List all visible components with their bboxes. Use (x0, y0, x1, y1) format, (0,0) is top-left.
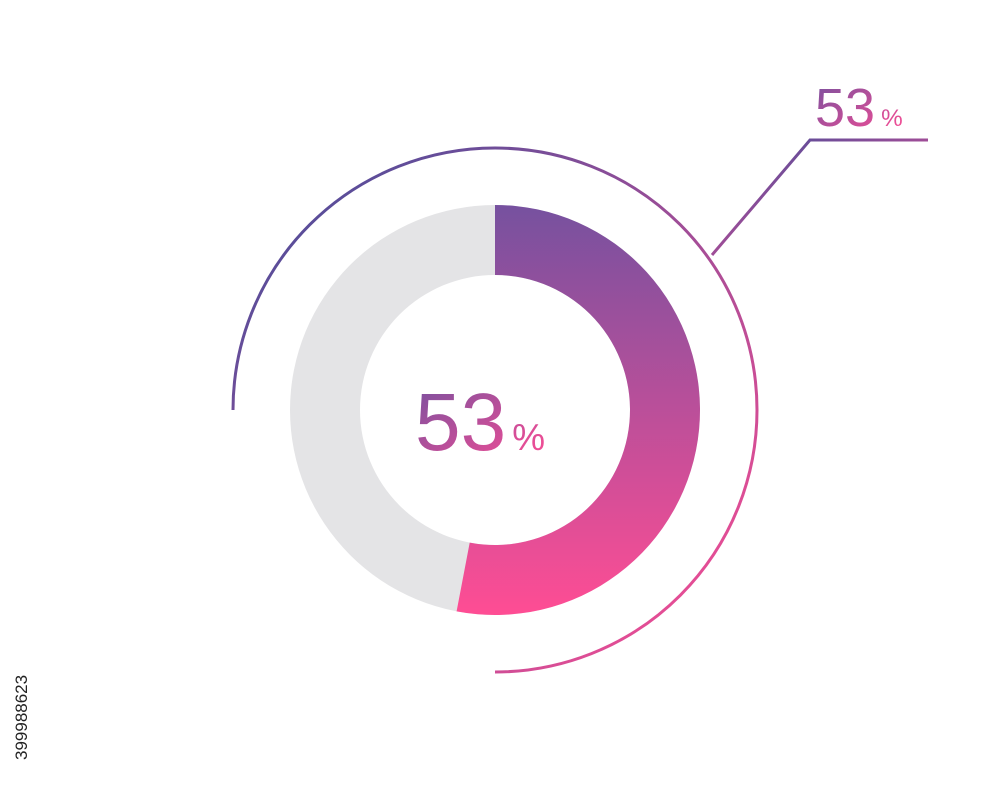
center-label: 53% (415, 377, 545, 468)
callout-line (710, 138, 928, 256)
callout-label: 53% (815, 78, 903, 138)
donut-segment (456, 205, 700, 615)
unit-label: % (512, 417, 545, 458)
watermark: 399988623 (12, 675, 31, 760)
outer-arc (231, 146, 759, 674)
unit-label: % (881, 105, 903, 132)
value-label: 53 (815, 78, 875, 138)
value-label: 53 (415, 377, 506, 468)
